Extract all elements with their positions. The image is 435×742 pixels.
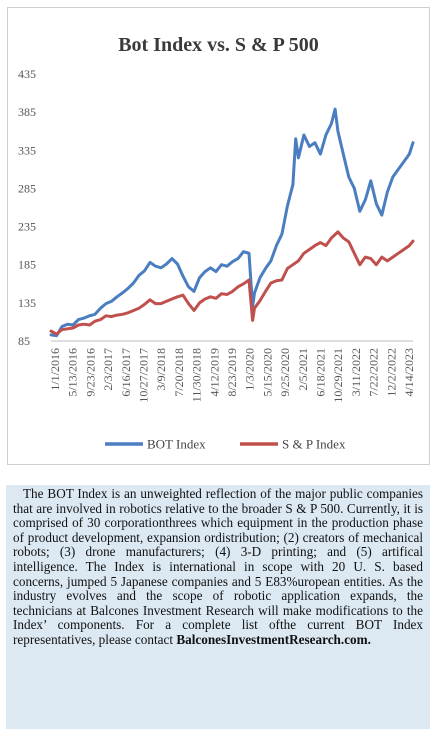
x-tick-label: 4/14/2023 <box>402 348 416 397</box>
x-tick-label: 3/11/2022 <box>349 348 363 396</box>
x-tick-label: 8/23/2019 <box>225 348 239 397</box>
x-tick-label: 6/18/2021 <box>314 348 328 397</box>
x-tick-label: 10/29/2021 <box>331 348 345 403</box>
y-tick-label: 435 <box>18 67 36 81</box>
y-tick-label: 285 <box>18 181 36 195</box>
description-box: The BOT Index is an unweighted reflectio… <box>6 485 430 729</box>
description-paragraph: The BOT Index is an unweighted reflectio… <box>13 486 423 648</box>
x-tick-label: 2/3/2017 <box>101 348 115 391</box>
website-link-text: BalconesInvestmentResearch.com. <box>176 631 371 647</box>
y-tick-label: 235 <box>18 220 36 234</box>
x-tick-label: 1/3/2020 <box>243 348 257 391</box>
x-tick-label: 5/13/2016 <box>66 348 80 397</box>
x-tick-label: 5/15/2020 <box>260 348 274 397</box>
x-tick-label: 1/1/2016 <box>48 348 62 391</box>
y-tick-label: 185 <box>18 258 36 272</box>
x-tick-label: 7/22/2022 <box>367 348 381 397</box>
x-tick-label: 2/5/2021 <box>296 348 310 391</box>
legend-label-bot: BOT Index <box>147 437 206 452</box>
x-tick-label: 11/30/2018 <box>190 348 204 402</box>
y-tick-label: 135 <box>18 296 36 310</box>
legend-label-sp: S & P Index <box>282 437 346 452</box>
x-tick-label: 4/12/2019 <box>207 348 221 397</box>
x-tick-label: 7/20/2018 <box>172 348 186 397</box>
x-tick-label: 12/2/2022 <box>384 348 398 397</box>
description-text: The BOT Index is an unweighted reflectio… <box>13 486 423 647</box>
x-tick-label: 3/9/2018 <box>154 348 168 391</box>
y-tick-label: 335 <box>18 143 36 157</box>
chart-frame: Bot Index vs. S & P 500 435 385 335 285 235 1… <box>7 7 430 465</box>
x-tick-label: 6/16/2017 <box>119 348 133 397</box>
x-tick-label: 9/25/2020 <box>278 348 292 397</box>
x-tick-label: 10/27/2017 <box>137 348 151 403</box>
x-tick-label: 9/23/2016 <box>83 348 97 397</box>
y-tick-label: 85 <box>18 334 30 348</box>
y-tick-label: 385 <box>18 105 36 119</box>
line-chart: 435 385 335 285 235 185 135 85 1/1/2016 5/13/2016… <box>18 67 416 452</box>
chart-title: Bot Index vs. S & P 500 <box>118 34 319 56</box>
sp-index-line <box>49 230 415 336</box>
bot-index-line <box>49 107 415 338</box>
